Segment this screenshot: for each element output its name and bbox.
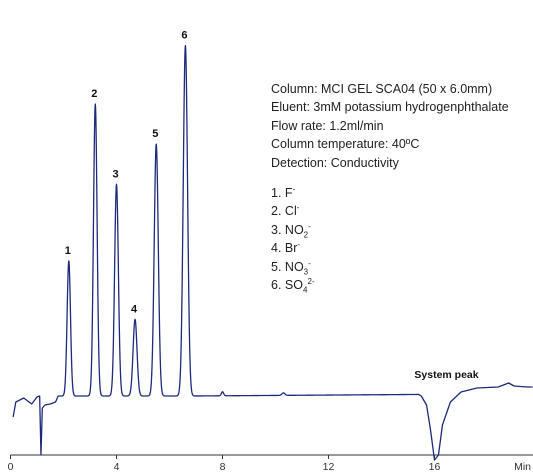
chromatogram-trace xyxy=(12,44,533,461)
legend-ion: SO xyxy=(284,278,303,293)
x-tick-label: 4 xyxy=(114,461,120,472)
legend-subscript: 3 xyxy=(303,267,309,277)
legend-ion: F xyxy=(284,186,293,201)
x-axis-unit-label: Min xyxy=(514,461,531,472)
peak-labels: 1 2 3 4 5 6 System peak xyxy=(65,30,479,381)
condition-column: Column: MCI GEL SCA04 (50 x 6.0mm) xyxy=(271,82,493,96)
legend-item-3: 3. NO2- xyxy=(271,221,509,239)
peak-label: 4 xyxy=(131,303,138,315)
peak-label: 2 xyxy=(91,88,97,100)
chromatogram-line xyxy=(12,44,533,461)
legend-ion: NO xyxy=(284,222,304,237)
legend-charge: 2- xyxy=(307,276,315,286)
x-tick-label: 12 xyxy=(323,461,335,472)
condition-eluent: Eluent: 3mM potassium hydrogenphthalate xyxy=(271,100,509,115)
legend-item-5: 5. NO3- xyxy=(271,258,509,276)
legend-num: 1. xyxy=(271,186,282,201)
legend-ion: Cl xyxy=(284,204,297,219)
legend-num: 4. xyxy=(271,241,282,256)
legend-num: 2. xyxy=(271,204,282,219)
conditions-panel: Column: MCI GEL SCA04 (50 x 6.0mm) Eluen… xyxy=(271,80,509,294)
legend-charge: - xyxy=(296,203,300,213)
condition-temperature: Column temperature: 40ºC xyxy=(271,137,420,152)
legend-charge: - xyxy=(308,258,311,268)
legend-ion: Br xyxy=(284,241,298,256)
system-peak-label: System peak xyxy=(414,369,478,381)
x-tick-label: 16 xyxy=(429,461,441,472)
legend-num: 3. xyxy=(271,222,282,237)
condition-flow-rate: Flow rate: 1.2ml/min xyxy=(271,118,384,133)
legend-item-1: 1. F- xyxy=(271,184,509,202)
peak-label: 3 xyxy=(112,168,118,180)
legend-item-6: 6. SO42- xyxy=(271,276,509,294)
legend-charge: - xyxy=(308,221,311,231)
legend-subscript: 4 xyxy=(302,285,308,295)
legend-num: 6. xyxy=(271,278,282,293)
peak-label: 6 xyxy=(181,30,187,42)
condition-detection: Detection: Conductivity xyxy=(271,155,399,170)
x-tick-label: 0 xyxy=(8,461,14,472)
legend-ion: NO xyxy=(284,259,304,274)
legend-charge: - xyxy=(297,240,301,250)
x-tick-label: 8 xyxy=(220,461,226,472)
peak-label: 5 xyxy=(152,128,158,140)
peak-label: 1 xyxy=(65,245,71,257)
legend-subscript: 2 xyxy=(303,230,309,240)
legend-charge: - xyxy=(292,184,296,194)
legend-item-2: 2. Cl- xyxy=(271,202,509,220)
peak-legend: 1. F- 2. Cl- 3. NO2- 4. Br- 5. NO3- 6. S… xyxy=(271,184,509,294)
legend-num: 5. xyxy=(271,259,282,274)
x-axis: 0 4 8 12 16 Min xyxy=(8,454,533,472)
legend-item-4: 4. Br- xyxy=(271,239,509,257)
